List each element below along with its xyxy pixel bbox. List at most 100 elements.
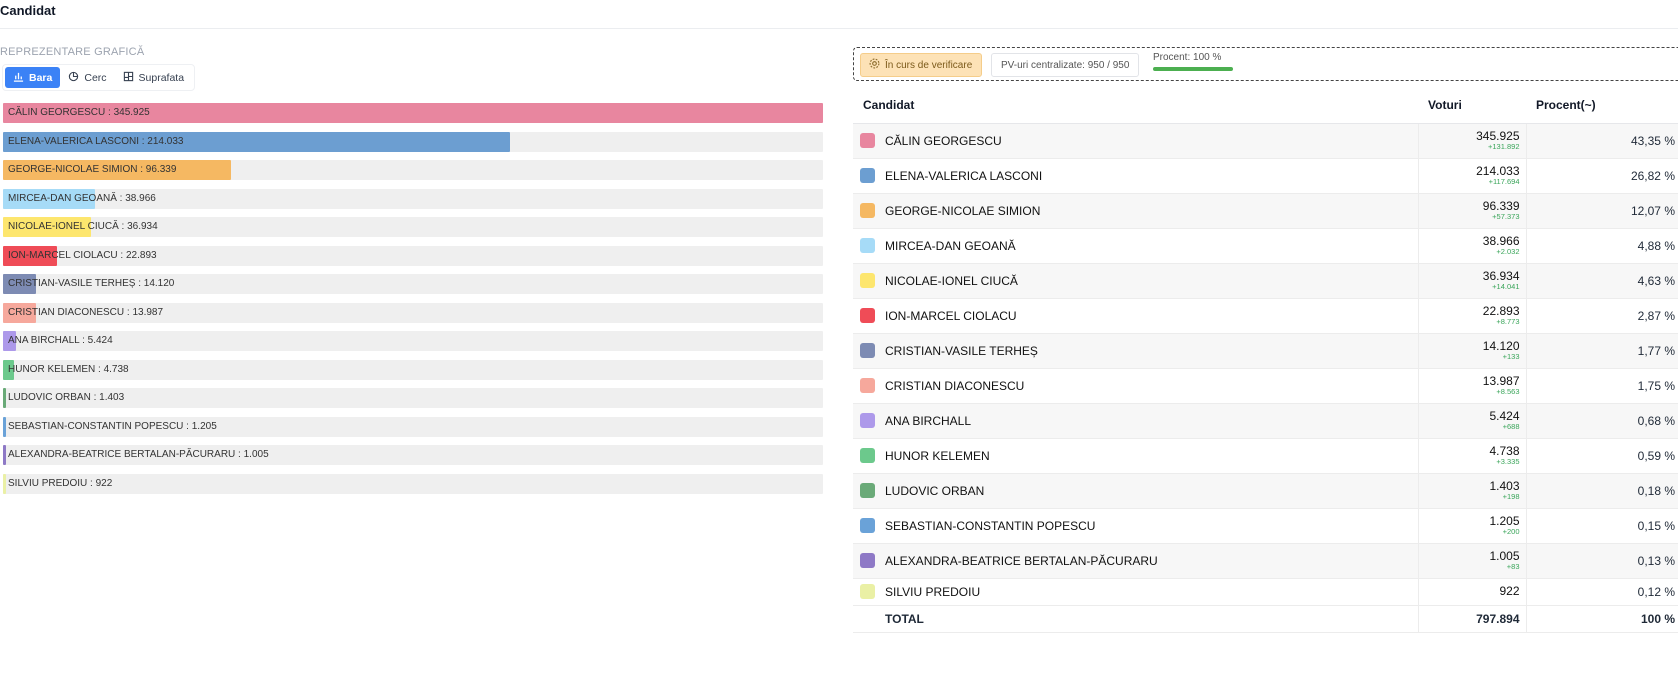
percent-cell: 4,63 % (1526, 263, 1678, 299)
bar (3, 131, 511, 152)
header-percent: Procent(~) (1526, 88, 1678, 124)
bar-label: ANA BIRCHALL : 5.424 (8, 335, 113, 346)
candidate-cell: SEBASTIAN-CONSTANTIN POPESCU (853, 508, 1419, 544)
color-swatch (860, 448, 875, 463)
percent-cell: 12,07 % (1526, 193, 1678, 229)
color-swatch (860, 483, 875, 498)
bar-row[interactable]: MIRCEA-DAN GEOANĂ : 38.966 (3, 188, 823, 209)
bar-row[interactable]: CĂLIN GEORGESCU : 345.925 (3, 103, 823, 123)
votes-cell: 1.205 +200 (1418, 508, 1527, 544)
bar-row[interactable]: ELENA-VALERICA LASCONI : 214.033 (3, 131, 823, 152)
candidate-cell: ELENA-VALERICA LASCONI (853, 158, 1419, 194)
bar (3, 445, 6, 465)
votes-cell: 922 (1418, 578, 1527, 606)
tab-cerc-label: Cerc (84, 71, 107, 84)
bar-row[interactable]: CRISTIAN-VASILE TERHEȘ : 14.120 (3, 274, 823, 294)
votes-cell: 14.120 +133 (1418, 333, 1527, 369)
table-row[interactable]: CĂLIN GEORGESCU 345.925 +131.892 43,35 % (853, 123, 1678, 159)
votes-value: 22.893 (1482, 304, 1520, 318)
candidate-cell: SILVIU PREDOIU (853, 578, 1419, 606)
candidate-cell: LUDOVIC ORBAN (853, 473, 1419, 509)
bar-row[interactable]: ANA BIRCHALL : 5.424 (3, 331, 823, 351)
bar-label: CRISTIAN DIACONESCU : 13.987 (8, 306, 164, 318)
table-row[interactable]: CRISTIAN DIACONESCU 13.987 +8.563 1,75 % (853, 368, 1678, 404)
bar-row[interactable]: CRISTIAN DIACONESCU : 13.987 (3, 302, 823, 323)
color-swatch (860, 378, 875, 393)
bar-label: NICOLAE-IONEL CIUCĂ : 36.934 (8, 221, 158, 232)
table-row[interactable]: ION-MARCEL CIOLACU 22.893 +8.773 2,87 % (853, 298, 1678, 334)
candidate-name: LUDOVIC ORBAN (885, 483, 985, 498)
votes-value: 4.738 (1489, 444, 1520, 458)
votes-cell: 38.966 +2.032 (1418, 228, 1527, 264)
candidate-cell: HUNOR KELEMEN (853, 438, 1419, 474)
color-swatch (860, 238, 875, 253)
bar-row[interactable]: ION-MARCEL CIOLACU : 22.893 (3, 245, 823, 266)
results-table: Candidat Voturi Procent(~) CĂLIN GEORGES… (853, 88, 1678, 633)
candidate-cell: ION-MARCEL CIOLACU (853, 298, 1419, 334)
votes-cell: 5.424 +688 (1418, 403, 1527, 439)
candidate-name: GEORGE-NICOLAE SIMION (885, 203, 1041, 218)
tab-suprafata[interactable]: Suprafata (115, 67, 193, 88)
tab-bara[interactable]: Bara (5, 67, 61, 88)
header-candidate: Candidat (853, 88, 1418, 124)
table-row[interactable]: LUDOVIC ORBAN 1.403 +198 0,18 % (853, 473, 1678, 509)
bar-row[interactable]: GEORGE-NICOLAE SIMION : 96.339 (3, 160, 823, 180)
candidate-cell: ANA BIRCHALL (853, 403, 1419, 439)
percent-cell: 0,59 % (1526, 438, 1678, 474)
candidate: ELENA-VALERICA LASCONI (859, 168, 1412, 183)
bar-row[interactable]: LUDOVIC ORBAN : 1.403 (3, 388, 823, 408)
bar-chart-icon (13, 71, 24, 85)
procent-progress-bar (1153, 67, 1233, 71)
votes-delta: +133 (1502, 352, 1520, 361)
chart-section-label: REPREZENTARE GRAFICĂ (0, 46, 145, 58)
bar-label: MIRCEA-DAN GEOANĂ : 38.966 (8, 192, 156, 204)
candidate-name: MIRCEA-DAN GEOANĂ (885, 238, 1016, 253)
percent-cell: 0,13 % (1526, 543, 1678, 579)
percent-cell: 1,75 % (1526, 368, 1678, 404)
bar-row[interactable]: HUNOR KELEMEN : 4.738 (3, 359, 823, 380)
bar-row[interactable]: NICOLAE-IONEL CIUCĂ : 36.934 (3, 217, 823, 237)
candidate-name: CRISTIAN DIACONESCU (885, 378, 1025, 393)
table-row[interactable]: SILVIU PREDOIU 922 0,12 % (853, 578, 1678, 606)
votes-value: 36.934 (1482, 269, 1520, 283)
bar (3, 473, 6, 494)
candidate: GEORGE-NICOLAE SIMION (859, 203, 1412, 218)
candidate-cell: MIRCEA-DAN GEOANĂ (853, 228, 1419, 264)
table-row[interactable]: MIRCEA-DAN GEOANĂ 38.966 +2.032 4,88 % (853, 228, 1678, 264)
bar-row[interactable]: SEBASTIAN-CONSTANTIN POPESCU : 1.205 (3, 416, 823, 437)
table-row[interactable]: GEORGE-NICOLAE SIMION 96.339 +57.373 12,07 … (853, 193, 1678, 229)
bar-label: ALEXANDRA-BEATRICE BERTALAN-PĂCURARU : 1… (8, 449, 269, 460)
candidate-name: CĂLIN GEORGESCU (885, 133, 1002, 148)
total-row: TOTAL 797.894 100 % (853, 605, 1678, 633)
bar-chart: CĂLIN GEORGESCU : 345.925 ELENA-VALERICA … (3, 103, 823, 502)
tab-cerc[interactable]: Cerc (60, 67, 114, 88)
candidate-name: ELENA-VALERICA LASCONI (885, 168, 1043, 183)
votes-delta: +200 (1502, 527, 1520, 536)
verification-icon (869, 58, 880, 72)
bar (3, 103, 823, 123)
votes-delta: +8.773 (1496, 317, 1520, 326)
table-row[interactable]: NICOLAE-IONEL CIUCĂ 36.934 +14.041 4,63 % (853, 263, 1678, 299)
candidate-cell: NICOLAE-IONEL CIUCĂ (853, 263, 1419, 299)
table-row[interactable]: SEBASTIAN-CONSTANTIN POPESCU 1.205 +200 0,1… (853, 508, 1678, 544)
candidate-name: ION-MARCEL CIOLACU (885, 308, 1017, 323)
votes-value: 38.966 (1482, 234, 1520, 248)
bar (3, 388, 7, 408)
table-row[interactable]: ANA BIRCHALL 5.424 +688 0,68 % (853, 403, 1678, 439)
table-row[interactable]: CRISTIAN-VASILE TERHEȘ 14.120 +133 1,77 % (853, 333, 1678, 369)
bar-label: CRISTIAN-VASILE TERHEȘ : 14.120 (8, 278, 175, 289)
candidate-cell: GEORGE-NICOLAE SIMION (853, 193, 1419, 229)
total-votes: 797.894 (1418, 605, 1527, 633)
candidate: CĂLIN GEORGESCU (859, 133, 1412, 148)
table-row[interactable]: ELENA-VALERICA LASCONI 214.033 +117.694 26,… (853, 158, 1678, 194)
verification-status-text: În curs de verificare (885, 59, 973, 71)
bar-row[interactable]: ALEXANDRA-BEATRICE BERTALAN-PĂCURARU : 1… (3, 445, 823, 465)
table-row[interactable]: HUNOR KELEMEN 4.738 +3.335 0,59 % (853, 438, 1678, 474)
bar (3, 331, 16, 351)
candidate: CRISTIAN-VASILE TERHEȘ (859, 343, 1412, 358)
candidate: MIRCEA-DAN GEOANĂ (859, 238, 1412, 253)
table-row[interactable]: ALEXANDRA-BEATRICE BERTALAN-PĂCURARU 1.00… (853, 543, 1678, 579)
bar-row[interactable]: SILVIU PREDOIU : 922 (3, 473, 823, 494)
candidate-name: CRISTIAN-VASILE TERHEȘ (885, 343, 1038, 358)
candidate-cell: CRISTIAN DIACONESCU (853, 368, 1419, 404)
